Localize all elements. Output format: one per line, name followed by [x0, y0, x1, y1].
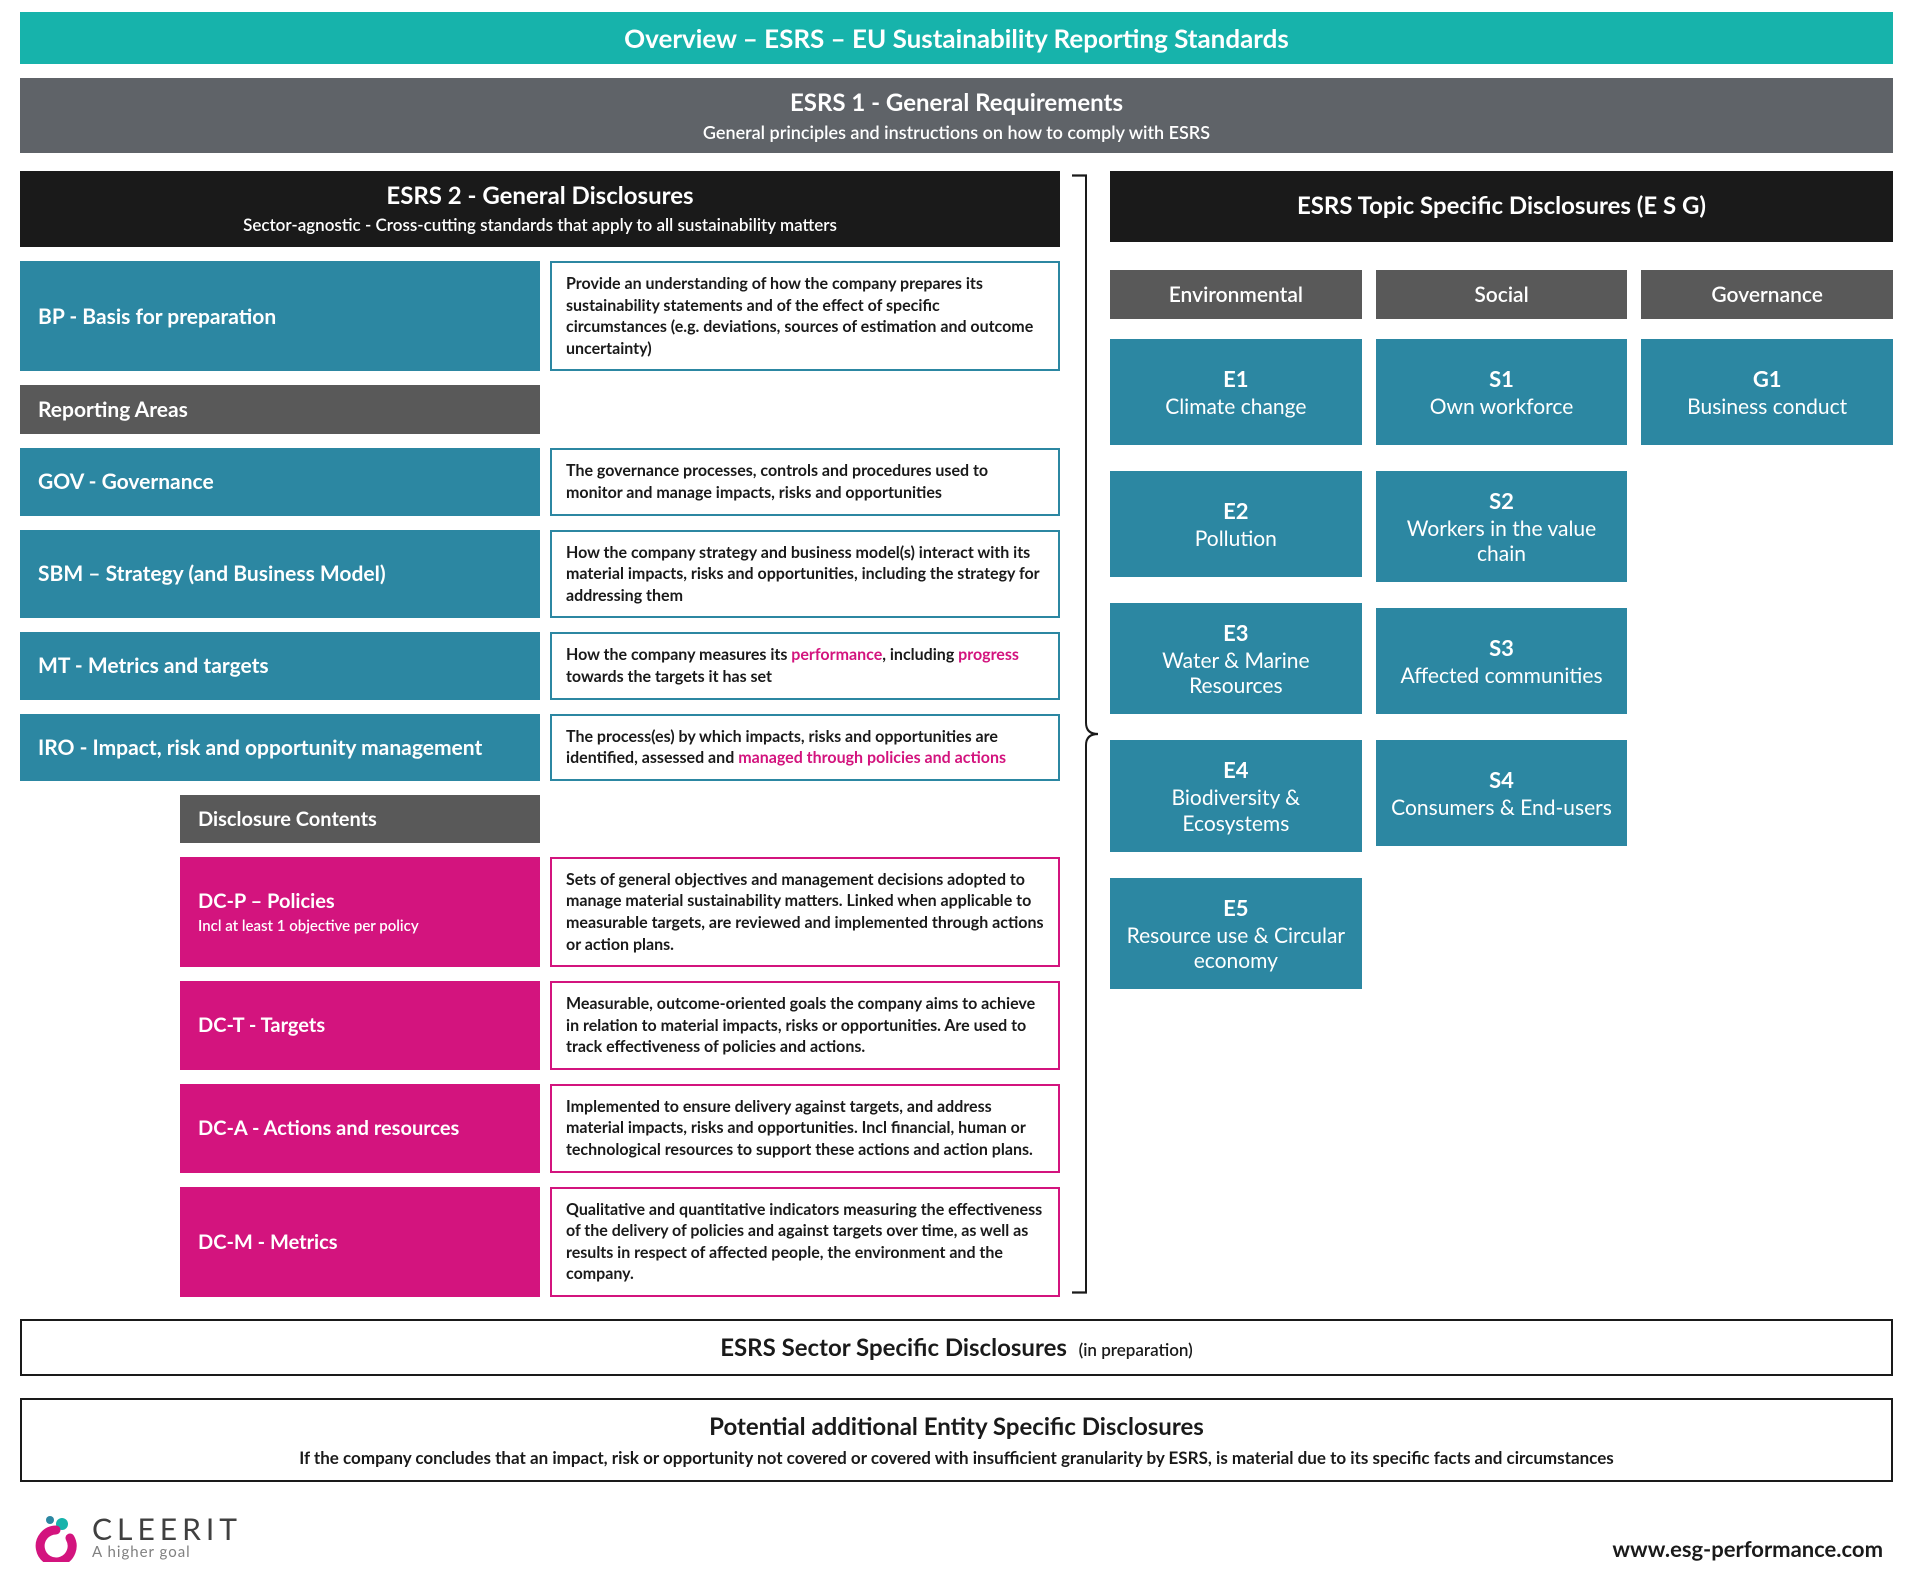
pillar-env: Environmental	[1110, 270, 1362, 319]
topic-box: E4Biodiversity & Ecosystems	[1110, 740, 1362, 851]
topic-code: S2	[1386, 487, 1618, 514]
mt-block: MT - Metrics and targets	[20, 632, 540, 699]
bp-desc: Provide an understanding of how the comp…	[550, 261, 1060, 371]
logo-icon	[30, 1510, 82, 1562]
dca-block: DC-A - Actions and resources	[180, 1084, 540, 1173]
mt-desc-post: towards the targets it has set	[566, 667, 772, 686]
topic-name: Biodiversity & Ecosystems	[1120, 785, 1352, 835]
dcp-desc: Sets of general objectives and managemen…	[550, 857, 1060, 967]
pillar-soc: Social	[1376, 270, 1628, 319]
topic-header: ESRS Topic Specific Disclosures (E S G)	[1110, 171, 1893, 242]
topic-box: E2Pollution	[1110, 471, 1362, 577]
topic-code: S4	[1386, 766, 1618, 793]
mt-desc-pre: How the company measures its	[566, 645, 791, 664]
esrs2-subtitle: Sector-agnostic - Cross-cutting standard…	[32, 214, 1048, 235]
cleerit-logo: CLEERIT A higher goal	[30, 1510, 242, 1562]
topic-box: G1Business conduct	[1641, 339, 1893, 445]
env-col: E1Climate change E2Pollution E3Water & Mar…	[1110, 339, 1362, 989]
entity-sub: If the company concludes that an impact,…	[42, 1447, 1871, 1468]
soc-col: S1Own workforce S2Workers in the value ch…	[1376, 339, 1628, 989]
logo-brand: CLEERIT	[92, 1511, 242, 1547]
topic-code: E4	[1120, 756, 1352, 783]
topic-name: Water & Marine Resources	[1120, 648, 1352, 698]
topic-code: E2	[1120, 497, 1352, 524]
esrs1-subtitle: General principles and instructions on h…	[20, 121, 1893, 143]
topic-box: E3Water & Marine Resources	[1110, 603, 1362, 714]
esrs2-column: ESRS 2 - General Disclosures Sector-agno…	[20, 171, 1060, 1297]
gov-desc: The governance processes, controls and p…	[550, 448, 1060, 515]
dct-block: DC-T - Targets	[180, 981, 540, 1070]
dca-desc: Implemented to ensure delivery against t…	[550, 1084, 1060, 1173]
esg-pillar-row: Environmental Social Governance	[1110, 270, 1893, 319]
topic-box: E1Climate change	[1110, 339, 1362, 445]
sbm-desc: How the company strategy and business mo…	[550, 530, 1060, 619]
dcp-label: DC-P – Policies	[198, 889, 522, 913]
bracket-connector	[1070, 171, 1100, 1297]
reporting-areas-label: Reporting Areas	[20, 385, 540, 434]
topic-name: Consumers & End-users	[1386, 795, 1618, 820]
topic-box: S4Consumers & End-users	[1376, 740, 1628, 846]
topic-title: ESRS Topic Specific Disclosures (E S G)	[1122, 181, 1881, 230]
topic-name: Climate change	[1120, 394, 1352, 419]
entity-title: Potential additional Entity Specific Dis…	[42, 1412, 1871, 1441]
pillar-gov: Governance	[1641, 270, 1893, 319]
gov-block: GOV - Governance	[20, 448, 540, 515]
topic-box: S2Workers in the value chain	[1376, 471, 1628, 582]
topic-code: E5	[1120, 894, 1352, 921]
header-title: Overview – ESRS – EU Sustainability Repo…	[20, 12, 1893, 64]
esrs1-section: ESRS 1 - General Requirements General pr…	[20, 78, 1893, 153]
topic-name: Workers in the value chain	[1386, 516, 1618, 566]
esrs2-header: ESRS 2 - General Disclosures Sector-agno…	[20, 171, 1060, 247]
esrs1-title: ESRS 1 - General Requirements	[20, 88, 1893, 117]
footer-url: www.esg-performance.com	[1612, 1535, 1883, 1562]
dcm-block: DC-M - Metrics	[180, 1187, 540, 1297]
topic-box: S1Own workforce	[1376, 339, 1628, 445]
mt-desc: How the company measures its performance…	[550, 632, 1060, 699]
iro-desc-h1: managed through policies and actions	[738, 748, 1006, 767]
topic-name: Own workforce	[1386, 394, 1618, 419]
topic-code: G1	[1651, 365, 1883, 392]
topic-code: S3	[1386, 634, 1618, 661]
dcm-desc: Qualitative and quantitative indicators …	[550, 1187, 1060, 1297]
mt-desc-mid: , including	[882, 645, 958, 664]
sector-paren: (in preparation)	[1079, 1339, 1193, 1360]
gov-col: G1Business conduct	[1641, 339, 1893, 989]
dct-desc: Measurable, outcome-oriented goals the c…	[550, 981, 1060, 1070]
topic-column: ESRS Topic Specific Disclosures (E S G) …	[1110, 171, 1893, 1297]
topic-code: E1	[1120, 365, 1352, 392]
sector-specific-box: ESRS Sector Specific Disclosures (in pre…	[20, 1319, 1893, 1376]
topic-name: Business conduct	[1651, 394, 1883, 419]
iro-block: IRO - Impact, risk and opportunity manag…	[20, 714, 540, 781]
mt-desc-h1: performance	[791, 645, 882, 664]
entity-specific-box: Potential additional Entity Specific Dis…	[20, 1398, 1893, 1482]
mt-desc-h2: progress	[958, 645, 1019, 664]
topic-box: S3Affected communities	[1376, 608, 1628, 714]
bp-block: BP - Basis for preparation	[20, 261, 540, 371]
disclosure-contents-label: Disclosure Contents	[180, 795, 540, 843]
sbm-block: SBM – Strategy (and Business Model)	[20, 530, 540, 619]
dcp-sub: Incl at least 1 objective per policy	[198, 917, 522, 935]
dcp-block: DC-P – Policies Incl at least 1 objectiv…	[180, 857, 540, 967]
topic-name: Affected communities	[1386, 663, 1618, 688]
topic-code: E3	[1120, 619, 1352, 646]
topic-box: E5Resource use & Circular economy	[1110, 878, 1362, 989]
topic-name: Pollution	[1120, 526, 1352, 551]
sector-title: ESRS Sector Specific Disclosures	[720, 1333, 1067, 1362]
topic-code: S1	[1386, 365, 1618, 392]
iro-desc: The process(es) by which impacts, risks …	[550, 714, 1060, 781]
topic-name: Resource use & Circular economy	[1120, 923, 1352, 973]
esrs2-title: ESRS 2 - General Disclosures	[32, 181, 1048, 210]
